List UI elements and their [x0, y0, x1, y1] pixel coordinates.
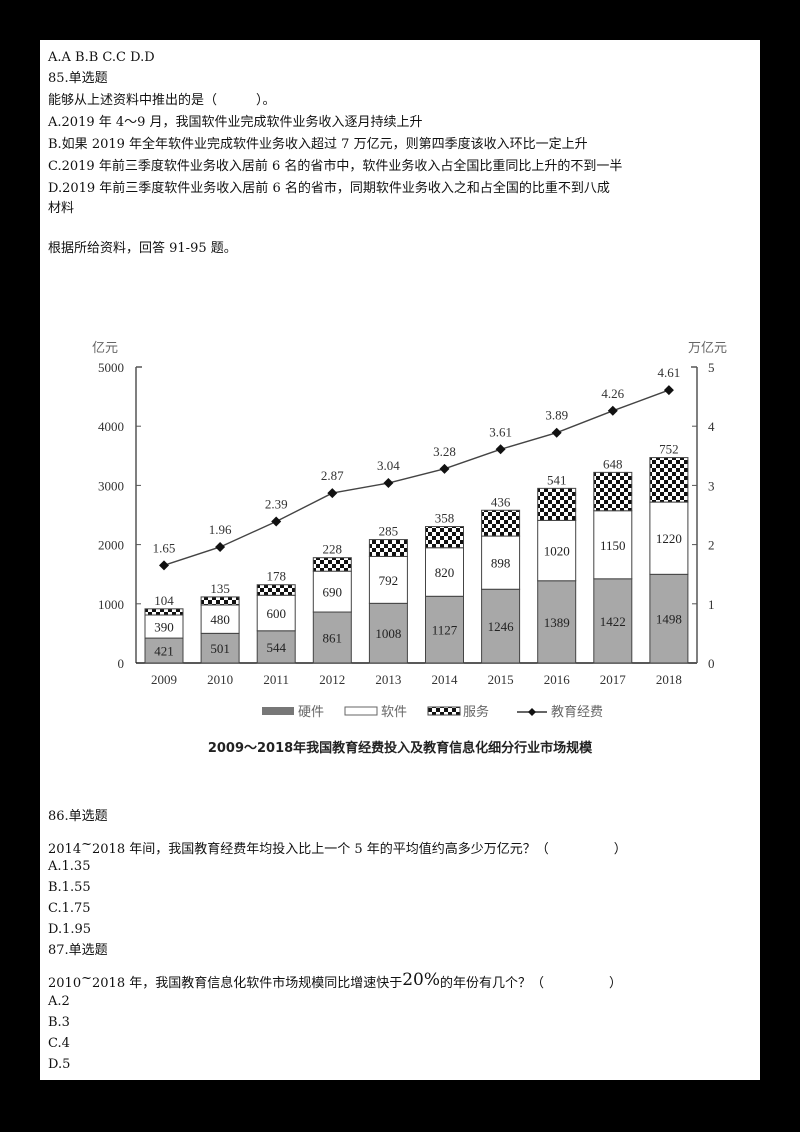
material-intro: 根据所给资料，回答 91-95 题。: [48, 241, 237, 256]
q87-option-d[interactable]: D.5: [48, 1057, 71, 1072]
q85-option-c[interactable]: C.2019 年前三季度软件业务收入居前 6 名的省市中，软件业务收入占全国比重…: [48, 159, 623, 174]
tilde-glyph: ~: [81, 837, 92, 852]
tilde-glyph: ~: [81, 971, 92, 986]
material-label: 材料: [48, 201, 75, 216]
q86-stem: 2014~2018 年间，我国教育经费年均投入比上一个 5 年的平均值约高多少万…: [48, 836, 627, 859]
q87-percent: 20%: [402, 970, 441, 990]
q87-option-a[interactable]: A.2: [48, 994, 70, 1009]
q87-stem: 2010~2018 年，我国教育信息化软件市场规模同比增速快于20%的年份有几个…: [48, 970, 622, 993]
q86-header: 86.单选题: [48, 809, 108, 824]
q86-option-c[interactable]: C.1.75: [48, 901, 91, 916]
q85-option-a[interactable]: A.2019 年 4～9 月，我国软件业完成软件业务收入逐月持续上升: [48, 115, 423, 130]
q87-header: 87.单选题: [48, 943, 108, 958]
q86-stem-end: 2018 年间，我国教育经费年均投入比上一个 5 年的平均值约高多少万亿元？（ …: [92, 842, 627, 857]
q85-option-b[interactable]: B.如果 2019 年全年软件业完成软件业务收入超过 7 万亿元，则第四季度该收…: [48, 137, 588, 152]
q87-option-b[interactable]: B.3: [48, 1015, 70, 1030]
q86-option-d[interactable]: D.1.95: [48, 922, 92, 937]
q86-stem-start: 2014: [48, 842, 82, 857]
q85-option-d[interactable]: D.2019 年前三季度软件业务收入居前 6 名的省市，同期软件业务收入之和占全…: [48, 181, 610, 196]
q85-header: 85.单选题: [48, 71, 108, 86]
q87-stem-mid: 2018 年，我国教育信息化软件市场规模同比增速快于: [92, 976, 403, 991]
q85-stem: 能够从上述资料中推出的是（ ）。: [48, 93, 276, 108]
q87-stem-start: 2010: [48, 976, 82, 991]
q86-option-b[interactable]: B.1.55: [48, 880, 91, 895]
q86-option-a[interactable]: A.1.35: [48, 859, 91, 874]
q87-stem-end: 的年份有几个？（ ）: [440, 976, 623, 991]
q84-answer-options: A.A B.B C.C D.D: [48, 50, 155, 65]
document-page: A.A B.B C.C D.D 85.单选题 能够从上述资料中推出的是（ ）。 …: [40, 40, 760, 1080]
q87-option-c[interactable]: C.4: [48, 1036, 70, 1051]
